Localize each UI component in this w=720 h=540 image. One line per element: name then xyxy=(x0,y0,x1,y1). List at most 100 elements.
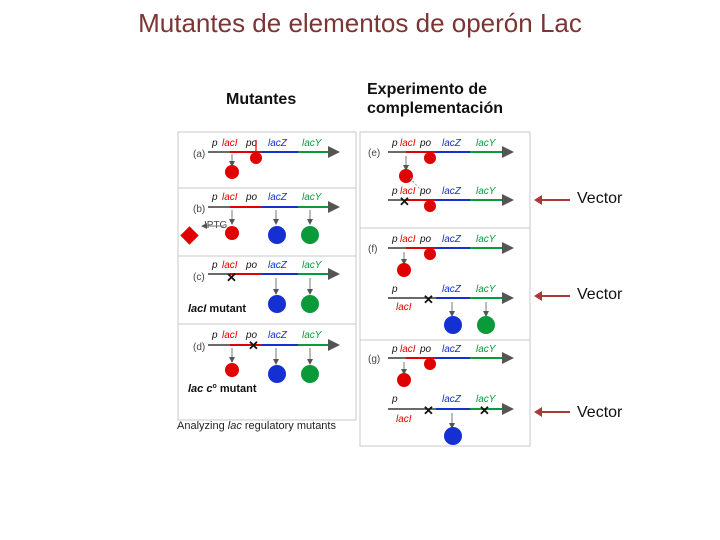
panel-a: (a) p lacI po lacZ lacY xyxy=(193,138,340,179)
panel-f: (f) p lacI po lacZ lacY p lacZ lacY lacI… xyxy=(368,234,514,334)
header-complementation: Experimento de complementación xyxy=(367,80,503,118)
right-panel-frame xyxy=(359,131,531,447)
repressor-protein xyxy=(225,226,239,240)
label-laci: lacI xyxy=(222,192,238,203)
label-lacz: lacZ xyxy=(442,284,462,295)
caption-post: regulatory mutants xyxy=(241,420,336,432)
label-p: p xyxy=(211,260,218,271)
mutant-label-d: lac co mutant xyxy=(188,383,257,395)
panel-e: (e) p lacI po lacZ lacY p lacI po lacZ l… xyxy=(368,138,514,212)
repressor-protein xyxy=(225,363,239,377)
vector-label-3: Vector xyxy=(577,404,623,421)
label-lacz: lacZ xyxy=(268,192,288,203)
label-p: p xyxy=(391,344,398,355)
label-lacz: lacZ xyxy=(442,344,462,355)
label-p: p xyxy=(391,138,398,149)
label-laci: lacI xyxy=(400,234,416,245)
tag-b: (b) xyxy=(193,204,205,215)
repressor-bound xyxy=(424,358,436,370)
figure-caption: Analyzing lac regulatory mutants xyxy=(177,420,336,432)
panel-g: (g) p lacI po lacZ lacY p lacZ lacY lacI… xyxy=(368,344,514,445)
label-lacz: lacZ xyxy=(442,394,462,405)
label-lacz: lacZ xyxy=(442,186,462,197)
tag-d: (d) xyxy=(193,342,205,353)
label-lacy: lacY xyxy=(302,192,323,203)
header-mutantes: Mutantes xyxy=(226,91,297,108)
label-laci: lacI xyxy=(400,186,416,197)
label-lacz: lacZ xyxy=(268,260,288,271)
lacy-protein xyxy=(301,226,319,244)
label-po: po xyxy=(419,234,432,245)
mutation-x-mark: ✕ xyxy=(399,194,410,209)
repressor-bound xyxy=(424,248,436,260)
repressor-protein xyxy=(399,169,413,183)
label-lacy: lacY xyxy=(476,186,497,197)
tag-c: (c) xyxy=(193,272,205,283)
iptg-inducer xyxy=(180,226,199,245)
vector-label-2: Vector xyxy=(577,286,623,303)
label-p: p xyxy=(391,234,398,245)
lacz-protein xyxy=(268,295,286,313)
mutant-label-c: lacI mutant xyxy=(188,303,246,315)
operator-x-mark: ✕ xyxy=(423,403,434,418)
label-laci: lacI xyxy=(222,260,238,271)
lacz-protein xyxy=(444,427,462,445)
label-lacy: lacY xyxy=(302,330,323,341)
caption-pre: Analyzing xyxy=(177,420,228,432)
operator-x-mark: ✕ xyxy=(423,292,434,307)
label-lacz: lacZ xyxy=(442,234,462,245)
label-p: p xyxy=(391,284,398,295)
lacy-x-mark: ✕ xyxy=(479,403,490,418)
repressor-protein xyxy=(397,373,411,387)
lacy-protein xyxy=(301,365,319,383)
label-lacy: lacY xyxy=(302,138,323,149)
label-p: p xyxy=(211,192,218,203)
label-lacy: lacY xyxy=(476,394,497,405)
label-lacz: lacZ xyxy=(268,330,288,341)
repressor-bound xyxy=(250,152,262,164)
tag-e: (e) xyxy=(368,148,380,159)
lacy-protein xyxy=(301,295,319,313)
label-laci: lacI xyxy=(222,138,238,149)
slide-title: Mutantes de elementos de operón Lac xyxy=(138,8,582,38)
operator-x-mark: ✕ xyxy=(248,338,259,353)
panel-frames xyxy=(177,131,531,447)
header-complementation-line1: Experimento de xyxy=(367,81,488,98)
lacy-protein xyxy=(477,316,495,334)
label-p: p xyxy=(391,394,398,405)
vector-pointers xyxy=(534,195,570,417)
label-po: po xyxy=(419,344,432,355)
lacz-protein xyxy=(268,365,286,383)
repressor-bound xyxy=(424,200,436,212)
lacz-protein xyxy=(268,226,286,244)
vector-label-1: Vector xyxy=(577,190,623,207)
label-lacy: lacY xyxy=(476,284,497,295)
tag-a: (a) xyxy=(193,149,205,160)
caption-em: lac xyxy=(227,420,242,432)
mutation-x-mark: ✕ xyxy=(226,270,237,285)
panel-d: (d) p lacI po lacZ lacY ✕ lac co mutant xyxy=(188,330,340,395)
label-po: po xyxy=(419,186,432,197)
panel-c: (c) p lacI po lacZ lacY ✕ lacI mutant xyxy=(188,260,340,315)
lacz-protein xyxy=(444,316,462,334)
label-p: p xyxy=(211,138,218,149)
repressor-protein xyxy=(225,165,239,179)
label-po: po xyxy=(245,138,258,149)
label-lacy: lacY xyxy=(476,138,497,149)
label-po: po xyxy=(419,138,432,149)
repressor-protein xyxy=(397,263,411,277)
repressor-bound xyxy=(424,152,436,164)
label-lacy: lacY xyxy=(476,344,497,355)
tag-f: (f) xyxy=(368,244,377,255)
label-po: po xyxy=(245,260,258,271)
label-p: p xyxy=(391,186,398,197)
label-lacy: lacY xyxy=(476,234,497,245)
label-laci: lacI xyxy=(400,344,416,355)
left-panel-frame xyxy=(177,131,357,421)
label-laci: lacI xyxy=(396,414,412,425)
label-po: po xyxy=(245,330,258,341)
label-p: p xyxy=(211,330,218,341)
panel-b: (b) p lacI po lacZ lacY IPTG xyxy=(180,192,340,245)
label-laci: lacI xyxy=(396,302,412,313)
